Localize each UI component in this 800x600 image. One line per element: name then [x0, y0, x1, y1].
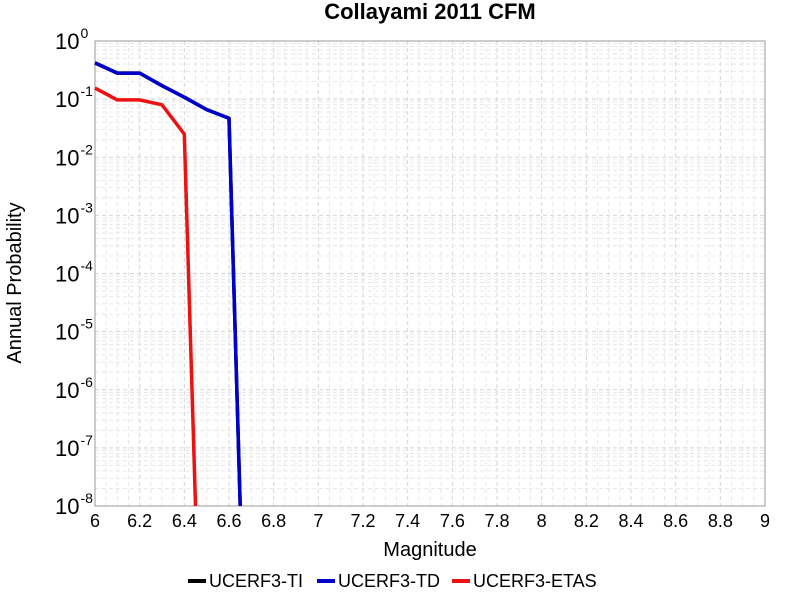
- legend: UCERF3-TI UCERF3-TD UCERF3-ETAS: [188, 571, 597, 591]
- series-line-ucerf3-td: [94, 61, 242, 507]
- legend-label-ucerf3-etas: UCERF3-ETAS: [473, 571, 597, 591]
- plot-area-frame: [94, 40, 766, 507]
- legend-label-ucerf3-td: UCERF3-TD: [338, 571, 440, 591]
- grid: [94, 40, 765, 507]
- y-tick-label: 10-4: [55, 258, 93, 287]
- y-tick-label: 10-8: [55, 490, 93, 519]
- x-tick-label: 8: [537, 511, 547, 531]
- x-tick-label: 9: [760, 511, 770, 531]
- x-tick-label: 6.8: [261, 511, 286, 531]
- x-tick-label: 7: [313, 511, 323, 531]
- series-layer: [94, 61, 242, 507]
- x-tick-label: 8.6: [663, 511, 688, 531]
- x-tick-label: 8.8: [708, 511, 733, 531]
- y-tick-label: 100: [55, 25, 88, 54]
- x-tick-label: 7.2: [350, 511, 375, 531]
- y-axis-label: Annual Probability: [4, 202, 26, 363]
- x-tick-label: 8.2: [574, 511, 599, 531]
- y-tick-labels: 100 10-1 10-2 10-3 10-4 10-5 10-6 10-7 10-8: [55, 25, 93, 519]
- x-tick-label: 7.6: [440, 511, 465, 531]
- x-tick-labels: 6 6.2 6.4 6.6 6.8 7 7.2 7.4 7.6 7.8 8 8.2 8.4 8.6 8.8 9: [90, 511, 770, 531]
- x-tick-label: 6: [90, 511, 100, 531]
- y-tick-label: 10-6: [55, 374, 93, 403]
- chart-title: Collayami 2011 CFM: [324, 0, 536, 24]
- y-tick-label: 10-7: [55, 432, 93, 461]
- y-tick-label: 10-2: [55, 141, 93, 170]
- series-line-ucerf3-etas: [94, 86, 198, 507]
- y-tick-label: 10-1: [55, 83, 93, 112]
- x-tick-label: 6.4: [172, 511, 197, 531]
- x-tick-label: 6.2: [127, 511, 152, 531]
- x-axis-label: Magnitude: [383, 539, 476, 561]
- y-tick-label: 10-3: [55, 199, 93, 228]
- x-tick-label: 8.4: [618, 511, 643, 531]
- y-tick-label: 10-5: [55, 316, 93, 345]
- x-tick-label: 7.8: [484, 511, 509, 531]
- x-tick-label: 7.4: [395, 511, 420, 531]
- legend-label-ucerf3-ti: UCERF3-TI: [209, 571, 303, 591]
- x-tick-label: 6.6: [216, 511, 241, 531]
